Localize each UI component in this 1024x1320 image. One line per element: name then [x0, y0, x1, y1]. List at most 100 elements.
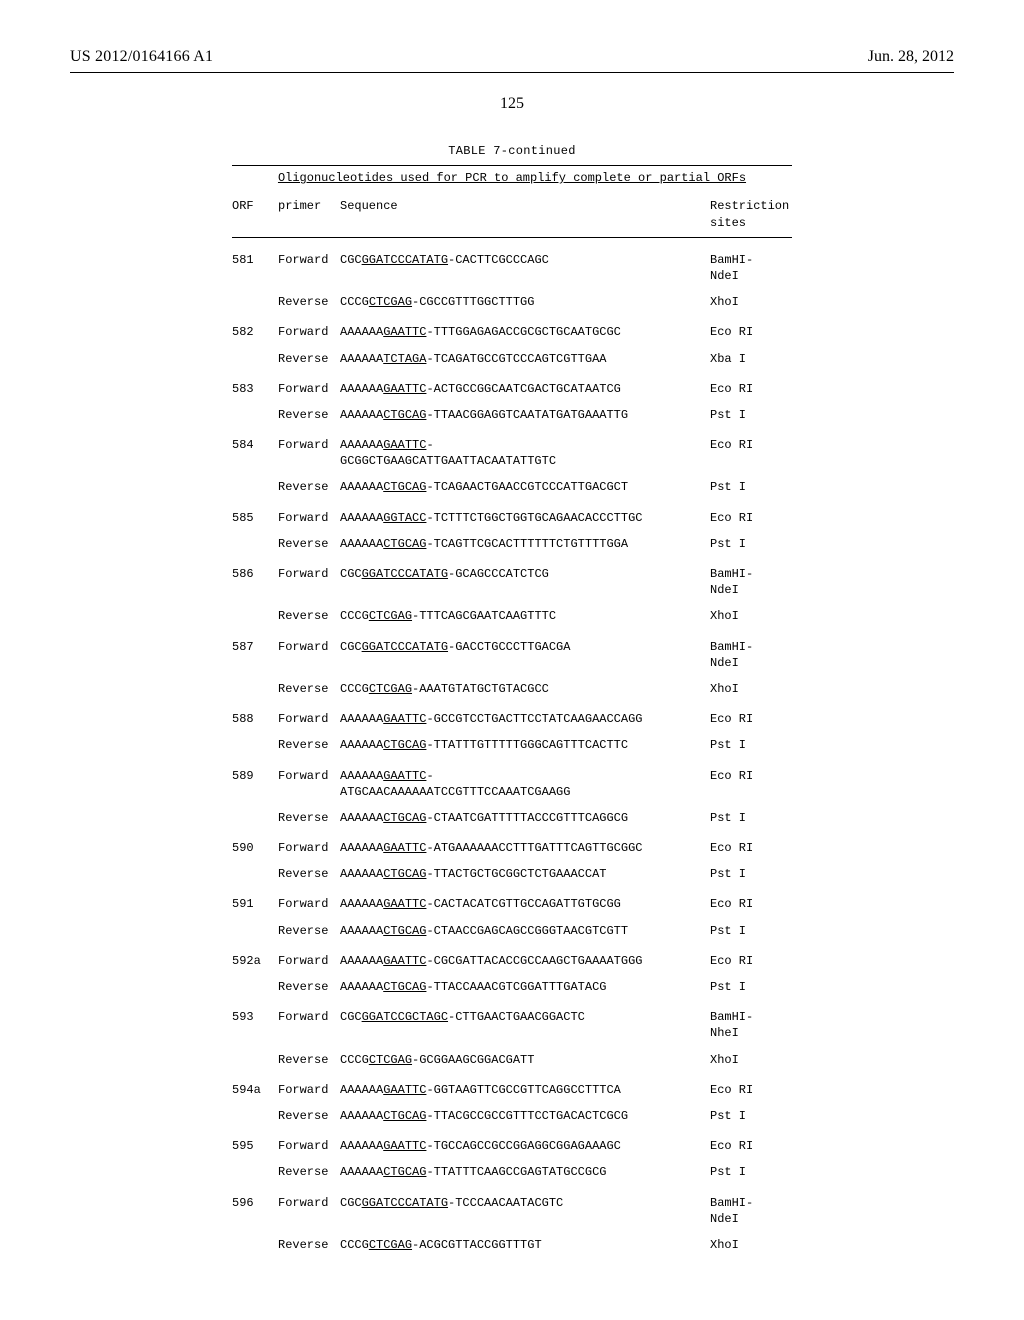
cell-sequence: AAAAAACTGCAG-TTACCAAACGTCGGATTTGATACG: [340, 969, 710, 995]
cell-restriction: XhoI: [710, 1042, 792, 1068]
cell-restriction: Pst I: [710, 727, 792, 753]
col-head-sequence: Sequence: [340, 188, 710, 236]
table-row: ReverseAAAAAACTGCAG-TTACGCCGCCGTTTCCTGAC…: [232, 1098, 792, 1124]
cell-primer: Reverse: [278, 284, 340, 310]
cell-orf: 581: [232, 237, 278, 284]
header-rule: [70, 72, 954, 73]
cell-primer: Reverse: [278, 671, 340, 697]
cell-orf: 585: [232, 496, 278, 526]
cell-orf: [232, 1098, 278, 1124]
cell-sequence: AAAAAAGAATTC- ATGCAACAAAAAATCCGTTTCCAAAT…: [340, 754, 710, 800]
table-row: ReverseCCCGCTCGAG-ACGCGTTACCGGTTTGTXhoI: [232, 1227, 792, 1253]
col-head-primer: primer: [278, 188, 340, 236]
cell-sequence: AAAAAAGAATTC-TTTGGAGAGACCGCGCTGCAATGCGC: [340, 310, 710, 340]
cell-restriction: Eco RI: [710, 1124, 792, 1154]
cell-sequence: AAAAAACTGCAG-TTATTTCAAGCCGAGTATGCCGCG: [340, 1154, 710, 1180]
cell-orf: 588: [232, 697, 278, 727]
cell-sequence: AAAAAACTGCAG-CTAACCGAGCAGCCGGGTAACGTCGTT: [340, 913, 710, 939]
table-row: 591ForwardAAAAAAGAATTC-CACTACATCGTTGCCAG…: [232, 882, 792, 912]
cell-orf: 582: [232, 310, 278, 340]
table-row: ReverseAAAAAACTGCAG-TTATTTCAAGCCGAGTATGC…: [232, 1154, 792, 1180]
cell-primer: Reverse: [278, 598, 340, 624]
cell-primer: Reverse: [278, 727, 340, 753]
table-row: 592aForwardAAAAAAGAATTC-CGCGATTACACCGCCA…: [232, 939, 792, 969]
cell-sequence: CGCGGATCCCATATG-GACCTGCCCTTGACGA: [340, 625, 710, 671]
cell-restriction: Pst I: [710, 526, 792, 552]
table-row: ReverseAAAAAACTGCAG-TTACTGCTGCGGCTCTGAAA…: [232, 856, 792, 882]
table-row: ReverseAAAAAACTGCAG-CTAATCGATTTTTACCCGTT…: [232, 800, 792, 826]
cell-orf: [232, 856, 278, 882]
cell-primer: Forward: [278, 237, 340, 284]
cell-primer: Reverse: [278, 397, 340, 423]
cell-primer: Forward: [278, 1068, 340, 1098]
cell-restriction: XhoI: [710, 1227, 792, 1253]
cell-restriction: Eco RI: [710, 367, 792, 397]
cell-restriction: Pst I: [710, 1098, 792, 1124]
cell-primer: Forward: [278, 367, 340, 397]
cell-restriction: Pst I: [710, 397, 792, 423]
cell-primer: Forward: [278, 754, 340, 800]
table-7-wrap: TABLE 7-continued Oligonucleotides used …: [232, 143, 792, 1253]
cell-sequence: AAAAAACTGCAG-TCAGAACTGAACCGTCCCATTGACGCT: [340, 469, 710, 495]
cell-sequence: AAAAAAGAATTC-TGCCAGCCGCCGGAGGCGGAGAAAGC: [340, 1124, 710, 1154]
cell-orf: 589: [232, 754, 278, 800]
cell-restriction: BamHI- NdeI: [710, 237, 792, 284]
table-row: ReverseAAAAAACTGCAG-TTACCAAACGTCGGATTTGA…: [232, 969, 792, 995]
cell-sequence: AAAAAAGAATTC-CACTACATCGTTGCCAGATTGTGCGG: [340, 882, 710, 912]
cell-orf: [232, 913, 278, 939]
cell-restriction: BamHI- NdeI: [710, 552, 792, 598]
cell-restriction: Eco RI: [710, 697, 792, 727]
cell-primer: Reverse: [278, 1227, 340, 1253]
cell-sequence: AAAAAAGAATTC-ATGAAAAAACCTTTGATTTCAGTTGCG…: [340, 826, 710, 856]
cell-restriction: Pst I: [710, 969, 792, 995]
cell-orf: [232, 671, 278, 697]
table-row: 582ForwardAAAAAAGAATTC-TTTGGAGAGACCGCGCT…: [232, 310, 792, 340]
cell-restriction: Eco RI: [710, 310, 792, 340]
cell-orf: [232, 1154, 278, 1180]
cell-restriction: Eco RI: [710, 423, 792, 469]
cell-restriction: XhoI: [710, 598, 792, 624]
cell-sequence: AAAAAAGAATTC-GCCGTCCTGACTTCCTATCAAGAACCA…: [340, 697, 710, 727]
cell-orf: [232, 397, 278, 423]
cell-sequence: AAAAAAGAATTC-GGTAAGTTCGCCGTTCAGGCCTTTCA: [340, 1068, 710, 1098]
cell-restriction: Eco RI: [710, 826, 792, 856]
cell-orf: [232, 526, 278, 552]
cell-restriction: Xba I: [710, 341, 792, 367]
cell-sequence: CCCGCTCGAG-AAATGTATGCTGTACGCC: [340, 671, 710, 697]
cell-orf: [232, 800, 278, 826]
table-row: ReverseCCCGCTCGAG-TTTCAGCGAATCAAGTTTCXho…: [232, 598, 792, 624]
cell-sequence: AAAAAAGGTACC-TCTTTCTGGCTGGTGCAGAACACCCTT…: [340, 496, 710, 526]
cell-primer: Forward: [278, 552, 340, 598]
cell-sequence: CGCGGATCCCATATG-CACTTCGCCCAGC: [340, 237, 710, 284]
table-row: ReverseCCCGCTCGAG-CGCCGTTTGGCTTTGGXhoI: [232, 284, 792, 310]
cell-sequence: AAAAAACTGCAG-CTAATCGATTTTTACCCGTTTCAGGCG: [340, 800, 710, 826]
publication-date: Jun. 28, 2012: [868, 48, 954, 66]
cell-orf: 584: [232, 423, 278, 469]
table-row: ReverseCCCGCTCGAG-GCGGAAGCGGACGATTXhoI: [232, 1042, 792, 1068]
cell-orf: [232, 598, 278, 624]
cell-orf: [232, 341, 278, 367]
cell-sequence: AAAAAACTGCAG-TCAGTTCGCACTTTTTTCTGTTTTGGA: [340, 526, 710, 552]
cell-primer: Reverse: [278, 469, 340, 495]
page-header: US 2012/0164166 A1 Jun. 28, 2012: [70, 48, 954, 66]
cell-orf: 594a: [232, 1068, 278, 1098]
cell-orf: [232, 969, 278, 995]
page-root: US 2012/0164166 A1 Jun. 28, 2012 125 TAB…: [0, 0, 1024, 1320]
col-head-restriction: Restriction sites: [710, 188, 792, 236]
cell-restriction: Pst I: [710, 913, 792, 939]
table-row: 593ForwardCGCGGATCCGCTAGC-CTTGAACTGAACGG…: [232, 995, 792, 1041]
cell-orf: 593: [232, 995, 278, 1041]
cell-primer: Forward: [278, 310, 340, 340]
cell-primer: Reverse: [278, 1042, 340, 1068]
cell-primer: Reverse: [278, 526, 340, 552]
table-row: ReverseAAAAAACTGCAG-TCAGTTCGCACTTTTTTCTG…: [232, 526, 792, 552]
cell-restriction: Pst I: [710, 800, 792, 826]
cell-restriction: BamHI- NheI: [710, 995, 792, 1041]
cell-primer: Forward: [278, 826, 340, 856]
cell-primer: Reverse: [278, 913, 340, 939]
table-row: 584ForwardAAAAAAGAATTC- GCGGCTGAAGCATTGA…: [232, 423, 792, 469]
cell-restriction: Eco RI: [710, 882, 792, 912]
table-row: ReverseAAAAAACTGCAG-TTAACGGAGGTCAATATGAT…: [232, 397, 792, 423]
cell-restriction: BamHI- NdeI: [710, 1181, 792, 1227]
table-row: 587ForwardCGCGGATCCCATATG-GACCTGCCCTTGAC…: [232, 625, 792, 671]
